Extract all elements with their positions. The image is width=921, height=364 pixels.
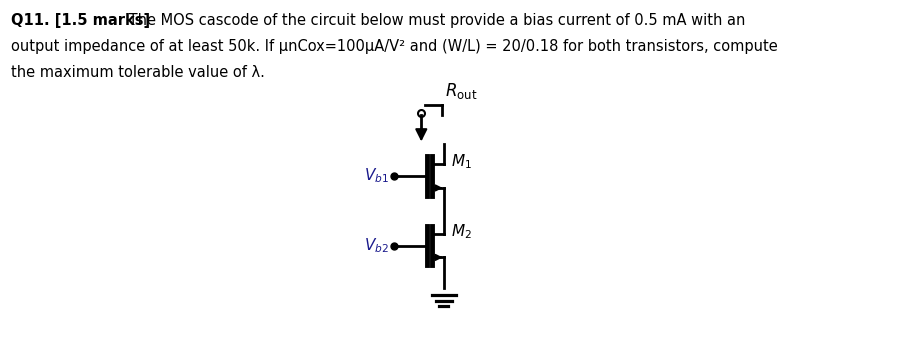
Text: $M_2$: $M_2$: [451, 222, 472, 241]
Text: $\mathit{R}_\mathrm{out}$: $\mathit{R}_\mathrm{out}$: [446, 80, 478, 100]
Text: Q11. [1.5 marks]: Q11. [1.5 marks]: [11, 13, 150, 28]
Text: $M_1$: $M_1$: [451, 153, 472, 171]
Text: $V_{b1}$: $V_{b1}$: [364, 167, 389, 185]
Text: the maximum tolerable value of λ.: the maximum tolerable value of λ.: [11, 65, 264, 80]
Text: The MOS cascode of the circuit below must provide a bias current of 0.5 mA with : The MOS cascode of the circuit below mus…: [124, 13, 745, 28]
Text: output impedance of at least 50k. If μnCox=100μA/V² and (W/L) = 20/0.18 for both: output impedance of at least 50k. If μnC…: [11, 39, 777, 54]
Text: $V_{b2}$: $V_{b2}$: [364, 236, 389, 255]
